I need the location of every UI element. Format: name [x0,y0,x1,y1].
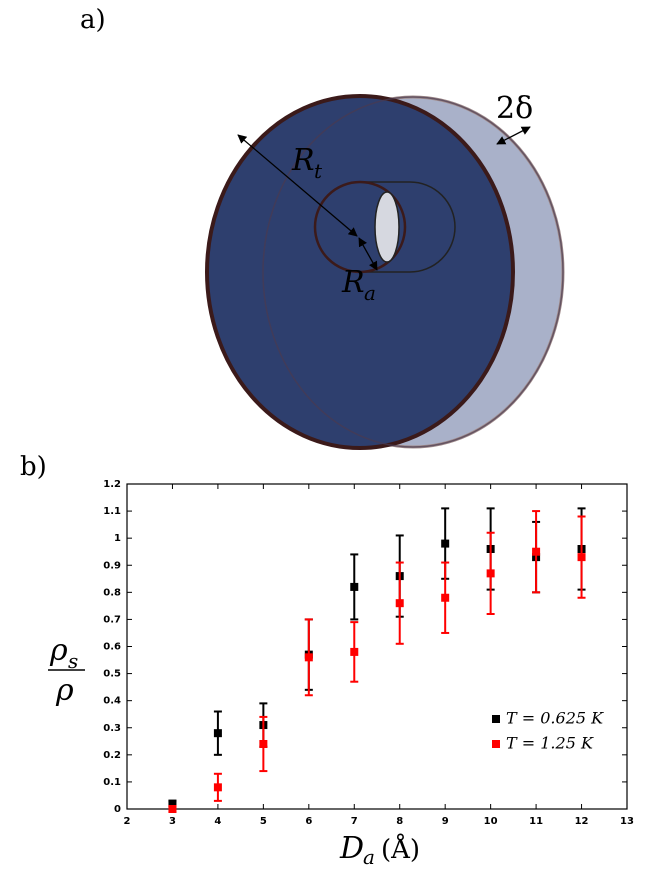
x-tick-label: 12 [575,816,589,827]
marker [441,539,450,548]
marker [213,729,222,738]
disk-diagram: R t R a 2δ [205,91,565,450]
x-axis-label: (Å) [381,833,420,865]
plot-frame [126,483,628,810]
y-axis-label: ρ [49,633,68,668]
diagram-label: R [291,143,315,178]
y-tick-label: 1 [114,533,121,544]
marker [395,599,404,608]
x-tick-label: 3 [169,816,176,827]
y-tick-label: 0.4 [103,696,121,707]
y-tick-label: 1.1 [103,506,121,517]
x-tick-label: 6 [305,816,312,827]
arrow [237,134,358,237]
y-axis-label: ρ [55,673,74,708]
y-tick-label: 0.7 [103,614,121,625]
disk-back-edge [262,96,564,448]
arrow [358,237,378,271]
marker [350,647,359,656]
legend-marker [492,740,500,748]
x-tick-label: 10 [484,816,498,827]
aperture-cylinder [360,181,456,273]
marker [577,553,586,562]
x-axis-label: D [339,831,364,866]
marker [532,547,541,556]
legend-marker [492,715,500,723]
marker [350,582,359,591]
x-tick-label: 5 [260,816,267,827]
y-tick-label: 0.6 [103,642,121,653]
marker [259,740,268,748]
panel-label: a) [80,5,106,35]
marker [213,783,222,792]
y-tick-label: 1.2 [103,479,121,490]
marker [486,569,495,578]
x-tick-label: 13 [620,816,634,827]
y-tick-label: 0.5 [103,669,121,680]
marker [441,593,450,602]
y-tick-label: 0.8 [103,587,121,598]
y-tick-label: 0.9 [103,560,121,571]
diagram-label: R [341,265,365,300]
y-tick-label: 0 [114,804,121,815]
y-tick-label: 0.1 [103,777,121,788]
marker [304,653,313,662]
y-tick-label: 0.3 [103,723,121,734]
x-tick-label: 4 [214,816,221,827]
diagram-label: t [314,159,323,183]
legend-label: T = 0.625 K [506,709,604,728]
y-tick-label: 0.2 [103,750,121,761]
diagram-label: a [364,281,376,305]
y-axis-label: s [68,649,78,673]
x-tick-label: 2 [124,816,131,827]
x-axis-label: a [363,845,375,869]
legend-label: T = 1.25 K [506,734,594,753]
panel-label: b) [20,452,47,482]
x-tick-label: 9 [442,816,449,827]
marker [168,805,177,813]
x-tick-label: 11 [529,816,543,827]
diagram-label: 2δ [496,91,533,126]
x-tick-label: 7 [351,816,358,827]
chart: D a (Å) ρ s ρ 2 3 4 5 6 7 8 9 10 11 12 13 0 0.1 0.2 0.3… [48,479,634,869]
aperture-hole [374,191,400,263]
arrow [496,126,531,145]
x-tick-label: 8 [396,816,403,827]
marker [168,799,177,808]
